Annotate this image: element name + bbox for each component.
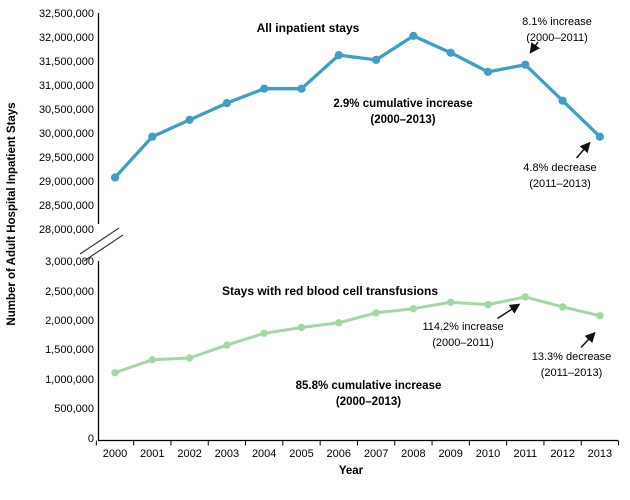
y-tick-label: 31,500,000	[38, 55, 94, 68]
note-cumulative-top-line1: 2.9% cumulative increase	[333, 98, 473, 110]
note-cumulative-top: 2.9% cumulative increase (2000–2013)	[313, 96, 493, 128]
note-decrease-bottom: 13.3% decrease (2011–2013)	[515, 349, 628, 381]
y-tick-label: 500,000	[54, 403, 94, 416]
x-tick-label: 2012	[550, 448, 575, 460]
note-decrease-bottom-line2: (2011–2013)	[540, 367, 603, 379]
x-tick-label: 2000	[102, 448, 128, 460]
y-tick-label: 0	[87, 432, 94, 445]
x-tick-label: 2013	[587, 448, 613, 460]
note-increase-bottom-line1: 114.2% increase	[422, 321, 504, 333]
note-cumulative-bottom: 85.8% cumulative increase (2000–2013)	[290, 378, 447, 410]
x-tick-label: 2006	[326, 448, 352, 460]
x-tick-label: 2004	[251, 448, 277, 460]
data-series	[110, 31, 605, 377]
y-tick-label: 30,500,000	[38, 103, 94, 116]
x-tick-label: 2010	[475, 448, 501, 460]
series-title-rbc-transfusions: Stays with red blood cell transfusions	[221, 284, 439, 298]
y-tick-label: 32,000,000	[38, 31, 94, 44]
series-title-all-inpatient-stays: All inpatient stays	[256, 21, 360, 35]
x-axis-title: Year	[338, 465, 364, 477]
y-tick-label: 28,000,000	[38, 223, 94, 236]
note-cumulative-bottom-line2: (2000–2013)	[335, 396, 402, 408]
y-tick-label: 32,500,000	[38, 7, 94, 20]
x-tick-label: 2008	[401, 448, 426, 460]
y-tick-label: 29,000,000	[38, 175, 94, 188]
note-decrease-top-line1: 4.8% decrease	[523, 162, 597, 174]
y-tick-label: 1,500,000	[45, 344, 94, 357]
note-decrease-bottom-line1: 13.3% decrease	[531, 351, 612, 363]
y-tick-label: 30,000,000	[38, 127, 94, 140]
y-tick-label: 1,000,000	[45, 373, 94, 386]
x-tick-label: 2002	[177, 448, 202, 460]
note-cumulative-top-line2: (2000–2013)	[370, 114, 436, 126]
y-tick-label: 3,000,000	[45, 256, 94, 269]
x-tick-label: 2003	[214, 448, 240, 460]
note-increase-bottom: 114.2% increase (2000–2011)	[407, 319, 519, 351]
y-tick-label: 31,000,000	[38, 79, 94, 92]
x-tick-label: 2011	[513, 448, 538, 460]
y-tick-label: 28,500,000	[38, 199, 94, 212]
note-increase-top-line1: 8.1% increase	[522, 16, 592, 28]
x-tick-label: 2009	[438, 448, 463, 460]
x-tick-label: 2001	[140, 448, 165, 460]
y-tick-label: 29,500,000	[38, 151, 94, 164]
annotation-arrows	[497, 41, 596, 349]
y-tick-label: 2,500,000	[45, 285, 94, 298]
x-tick-label: 2005	[289, 448, 314, 460]
note-increase-top: 8.1% increase (2000–2011)	[507, 14, 607, 46]
note-cumulative-bottom-line1: 85.8% cumulative increase	[295, 380, 442, 392]
note-decrease-top-line2: (2011–2013)	[529, 178, 591, 190]
x-tick-label: 2007	[363, 448, 389, 460]
y-tick-label: 2,000,000	[45, 315, 94, 328]
axes	[79, 13, 620, 446]
note-decrease-top: 4.8% decrease (2011–2013)	[504, 160, 616, 192]
note-increase-bottom-line2: (2000–2011)	[432, 337, 494, 349]
note-increase-top-line2: (2000–2011)	[526, 32, 588, 44]
